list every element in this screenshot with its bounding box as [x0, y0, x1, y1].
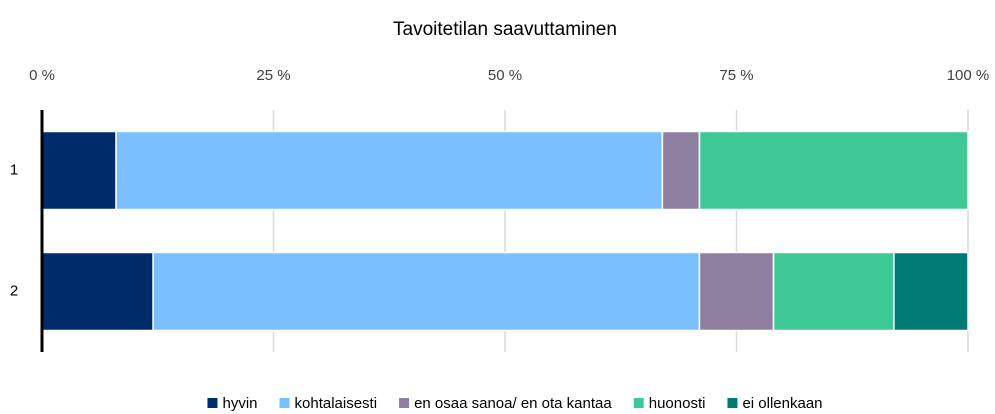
x-tick-label: 0 %	[29, 67, 55, 84]
x-tick-label: 100 %	[947, 67, 990, 84]
x-tick-label: 75 %	[719, 67, 753, 84]
legend-label: hyvin	[222, 395, 257, 412]
bar-segment	[41, 251, 154, 332]
bar-segment	[698, 251, 775, 332]
legend-swatch	[207, 398, 218, 408]
y-tick-label: 1	[10, 161, 18, 178]
legend: hyvin kohtalaisesti en osaa sanoa/ en ota …	[207, 395, 823, 412]
bar-segment	[152, 251, 701, 332]
bar-segment	[772, 251, 895, 332]
bar-segment	[661, 130, 701, 211]
legend-label: ei ollenkaan	[742, 395, 822, 412]
legend-label: kohtalaisesti	[295, 395, 378, 412]
legend-swatch	[279, 398, 290, 408]
bar-segment	[698, 130, 969, 211]
bar-segment	[115, 130, 664, 211]
legend-swatch	[399, 398, 410, 408]
legend-label: en osaa sanoa/ en ota kantaa	[414, 395, 612, 412]
x-tick-label: 25 %	[256, 67, 290, 84]
x-tick-label: 50 %	[488, 67, 522, 84]
bar-segment	[893, 251, 969, 332]
legend-swatch	[727, 398, 738, 408]
legend-swatch	[633, 398, 644, 408]
bar-segment	[41, 130, 117, 211]
legend-label: huonosti	[649, 395, 706, 412]
y-tick-label: 2	[10, 282, 18, 299]
chart-title: Tavoitetilan saavuttaminen	[393, 19, 617, 40]
